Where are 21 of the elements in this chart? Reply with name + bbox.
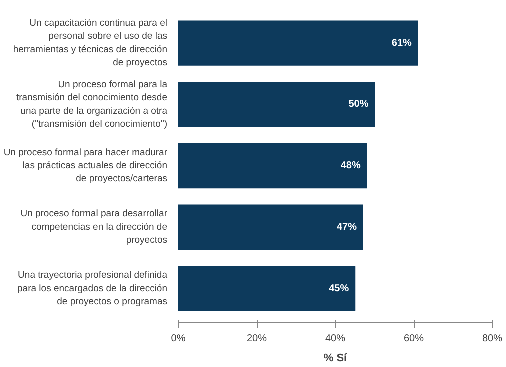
x-tick-label: 40% (325, 334, 346, 344)
x-tick-label: 60% (404, 334, 424, 344)
bar (178, 204, 364, 250)
y-tick-label: Un proceso formal para desarrollar competencias en la dirección de proyectos (20, 208, 168, 246)
y-tick-label: Un capacitación continua para el personal sobre el uso de las herramientas y técnicas de dirección de proyectos (13, 18, 168, 69)
x-tick-label: 80% (482, 334, 503, 344)
data-label: 50% (348, 99, 369, 110)
y-tick-label: Un proceso formal para la transmisión del conocimiento desde una parte de la organización a otra ("transmisión del conocimiento") (16, 79, 168, 130)
bar (178, 82, 376, 128)
data-label: 47% (336, 222, 358, 233)
y-tick-label: Una trayectoria profesional definida para los encargados de la dirección de proyectos o programas (18, 270, 168, 308)
data-label: 45% (329, 283, 350, 294)
x-tick-label: 20% (246, 334, 268, 344)
x-axis-title: % Sí (324, 352, 348, 364)
x-tick-label: 0% (171, 334, 186, 344)
data-label: 48% (340, 160, 362, 172)
data-label: 61% (392, 38, 412, 49)
bar (178, 143, 368, 189)
bar (178, 266, 356, 312)
bar (178, 20, 418, 66)
y-tick-label: Un proceso formal para hacer madurar las prácticas actuales de dirección de proyectos/carteras (4, 147, 168, 185)
